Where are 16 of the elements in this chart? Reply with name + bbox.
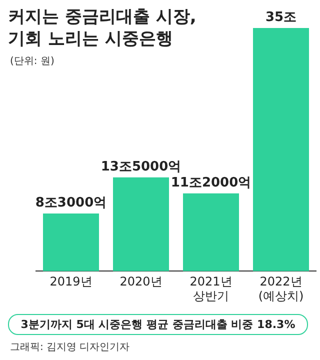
data-label: 11조2000억 xyxy=(170,175,252,190)
x-tick-label: 2022년 (예상치) xyxy=(258,274,304,303)
chart-title: 커지는 중금리대출 시장, 기회 노리는 시중은행 xyxy=(8,6,196,50)
text: 3분기까지 5대 시중은행 평균 중금리대출 비중 18.3% xyxy=(8,314,308,335)
data-label: 35조 xyxy=(265,10,297,25)
text: 그래픽: 김지영 디자인기자 xyxy=(10,341,130,354)
x-tick-label: 2020년 xyxy=(120,274,162,289)
bar xyxy=(43,214,99,272)
bar xyxy=(253,28,309,272)
x-tick-label: 2019년 xyxy=(50,274,92,289)
bar xyxy=(113,177,169,272)
x-tick-label: 2021년 상반기 xyxy=(190,274,232,303)
bar xyxy=(183,193,239,272)
data-label: 8조3000억 xyxy=(35,195,107,210)
data-label: 13조5000억 xyxy=(100,159,182,174)
text: (단위: 원) xyxy=(10,55,54,68)
